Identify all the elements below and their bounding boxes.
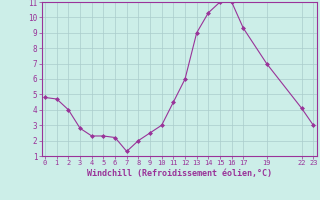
X-axis label: Windchill (Refroidissement éolien,°C): Windchill (Refroidissement éolien,°C) (87, 169, 272, 178)
